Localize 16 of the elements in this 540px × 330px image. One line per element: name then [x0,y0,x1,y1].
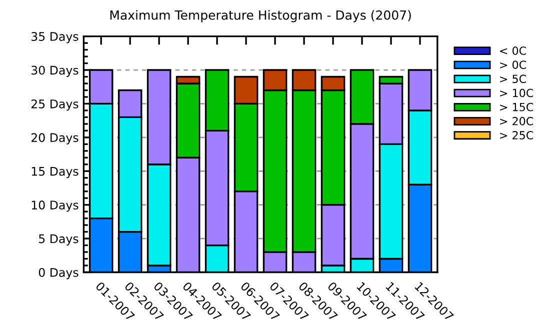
legend-label: > 10C [500,88,534,98]
legend-label: > 20C [500,116,534,126]
y-tick-label: 5 Days [39,234,78,246]
y-tick-label: 15 Days [32,167,78,178]
chart-title: Maximum Temperature Histogram - Days (2007) [110,10,411,22]
y-tick-label: 25 Days [31,99,78,111]
y-tick-label: 0 Days [38,268,78,280]
legend-label: > 15C [500,102,534,112]
legend-label: > 0C [500,60,526,69]
legend-label: > 5C [500,74,526,84]
legend-label: < 0C [500,46,526,55]
legend-label: > 25C [500,131,534,140]
y-tick-label: 30 Days [32,66,78,77]
y-tick-label: 20 Days [31,133,78,144]
y-tick-label: 10 Days [32,200,78,212]
y-tick-label: 35 Days [32,32,78,44]
